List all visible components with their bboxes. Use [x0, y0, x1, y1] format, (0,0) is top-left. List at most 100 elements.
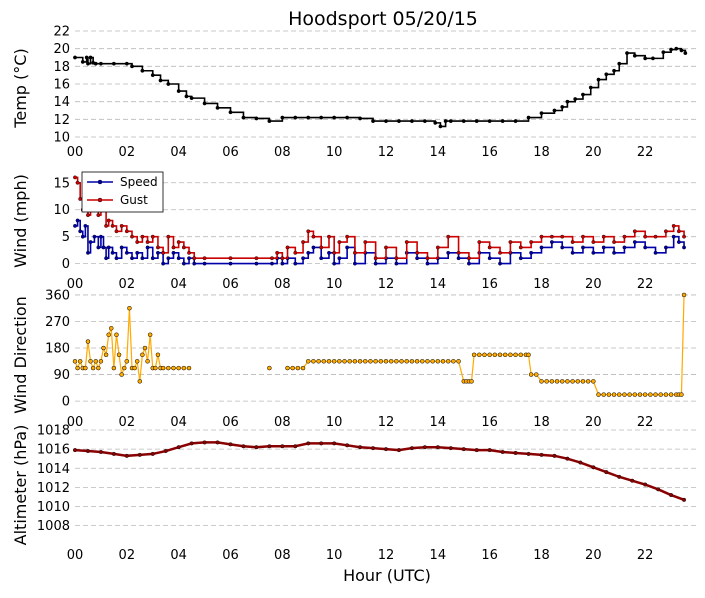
data-point	[83, 365, 88, 371]
legend-box	[81, 171, 164, 213]
data-point	[601, 392, 606, 397]
data-point	[497, 352, 503, 358]
data-point	[591, 240, 596, 244]
data-point	[189, 96, 194, 101]
data-point	[140, 234, 145, 239]
data-point	[267, 365, 272, 371]
data-point	[176, 445, 181, 450]
data-point	[373, 359, 378, 364]
x-tick-label: 16	[481, 145, 498, 160]
direction-segment	[126, 308, 131, 362]
data-point	[319, 441, 324, 446]
data-point	[110, 223, 115, 228]
data-point	[114, 332, 119, 338]
data-point	[73, 223, 77, 228]
data-point	[467, 256, 471, 261]
data-point	[552, 108, 557, 113]
data-point	[150, 73, 155, 78]
data-point	[477, 352, 482, 358]
data-point	[482, 352, 487, 358]
data-point	[433, 120, 438, 125]
data-point	[163, 449, 168, 454]
y-tick-label: 1018	[37, 424, 70, 439]
x-tick-label: 08	[274, 415, 291, 430]
x-tick-label: 10	[326, 145, 343, 160]
data-point	[332, 261, 337, 266]
data-point	[456, 250, 461, 255]
data-point	[306, 229, 311, 234]
direction-y-axis-label: Wind Direction	[11, 296, 30, 414]
data-point	[160, 365, 166, 371]
data-point	[104, 223, 109, 228]
data-point	[119, 223, 124, 228]
data-point	[404, 359, 409, 364]
data-point	[632, 392, 638, 397]
data-point	[104, 256, 109, 261]
y-tick-label: 1016	[37, 443, 70, 458]
data-point	[539, 245, 544, 250]
data-point	[228, 261, 233, 266]
data-point	[103, 352, 109, 358]
x-tick-label: 20	[585, 145, 602, 160]
data-point	[280, 256, 285, 261]
data-point	[580, 379, 586, 384]
data-point	[440, 359, 446, 364]
data-point	[187, 250, 191, 255]
data-point	[661, 50, 666, 55]
data-point	[526, 115, 531, 120]
x-tick-label: 20	[585, 277, 602, 292]
data-point	[306, 250, 311, 255]
data-point	[135, 250, 140, 255]
data-point	[121, 365, 127, 371]
data-point	[410, 119, 414, 124]
data-point	[337, 240, 342, 244]
data-point	[682, 497, 687, 502]
direction-segment	[527, 354, 532, 375]
data-point	[327, 250, 331, 255]
data-point	[176, 365, 181, 371]
data-point	[642, 392, 648, 397]
data-point	[394, 261, 399, 266]
data-point	[487, 245, 492, 250]
data-point	[676, 229, 681, 234]
data-point	[130, 256, 134, 261]
series-line	[75, 176, 685, 260]
data-point	[573, 97, 578, 101]
data-point	[145, 240, 150, 244]
data-point	[111, 61, 116, 66]
x-tick-label: 16	[481, 277, 498, 292]
data-point	[109, 326, 114, 331]
legend: Speed Gust	[81, 171, 164, 213]
x-tick-label: 04	[170, 145, 187, 160]
data-point	[166, 234, 171, 239]
data-point	[653, 392, 658, 397]
data-point	[425, 359, 430, 364]
direction-segment	[118, 354, 123, 375]
data-point	[513, 119, 518, 124]
data-point	[293, 261, 298, 266]
data-point	[275, 250, 280, 255]
data-point	[415, 250, 419, 255]
data-point	[77, 359, 83, 364]
data-point	[332, 115, 337, 120]
x-tick-label: 10	[326, 415, 343, 430]
data-point	[552, 453, 557, 458]
data-point	[363, 359, 368, 364]
data-point	[192, 261, 197, 266]
data-point	[316, 359, 321, 364]
data-point	[228, 256, 233, 261]
data-point	[150, 451, 155, 456]
data-point	[114, 229, 119, 234]
data-point	[78, 197, 83, 201]
data-point	[92, 234, 97, 239]
data-point	[539, 452, 544, 457]
data-point	[176, 89, 181, 93]
data-point	[570, 250, 575, 255]
data-point	[189, 441, 194, 446]
data-point	[679, 392, 684, 397]
y-tick-label: 10	[53, 131, 70, 146]
data-point	[280, 261, 285, 266]
y-tick-label: 270	[45, 315, 70, 330]
data-point	[518, 352, 524, 358]
data-point	[648, 392, 653, 397]
